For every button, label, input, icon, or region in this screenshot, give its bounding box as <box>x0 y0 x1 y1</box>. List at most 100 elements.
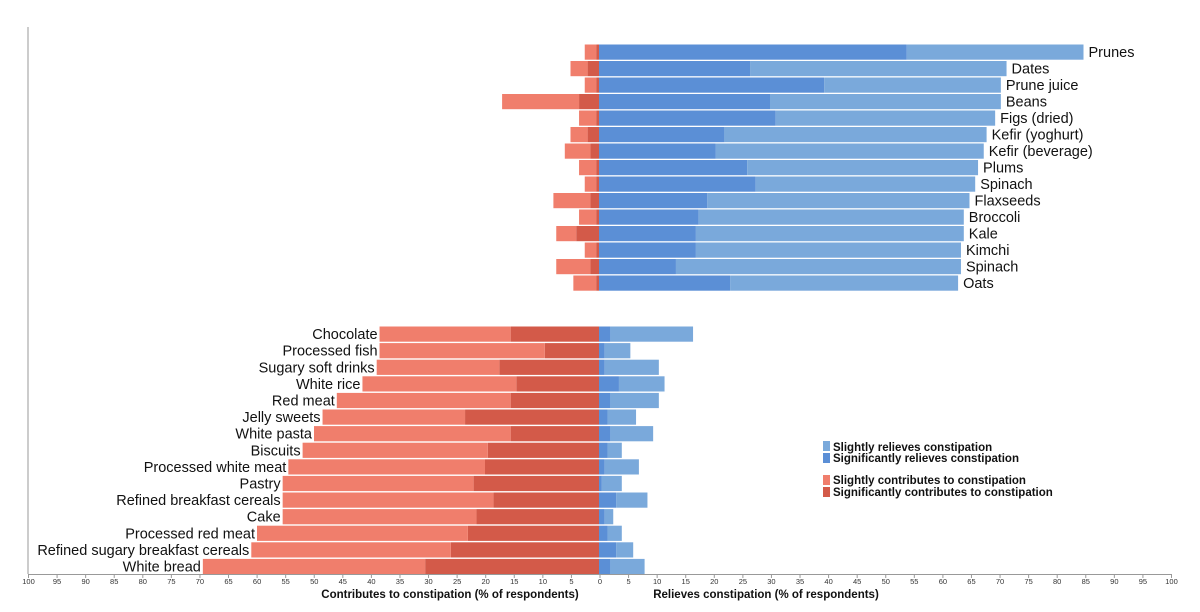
bar-slightly-contributes-kale <box>556 226 577 242</box>
category-label-flaxseeds: Flaxseeds <box>975 194 1041 210</box>
bar-significantly-relieves-oats <box>599 275 731 291</box>
bar-slightly-relieves-processed-fish <box>604 343 631 359</box>
category-label-broccoli: Broccoli <box>969 210 1021 226</box>
x-tick-label: 35 <box>396 577 404 586</box>
bar-significantly-relieves-refined-breakfast-cereals <box>599 492 617 508</box>
category-label-kale: Kale <box>969 227 998 243</box>
category-label-white-rice: White rice <box>296 377 360 393</box>
bar-slightly-relieves-oats <box>730 275 959 291</box>
bar-slightly-relieves-cake <box>604 509 614 525</box>
bar-significantly-contributes-white-pasta <box>510 426 599 442</box>
x-axis-title-left: Contributes to constipation (% of respon… <box>321 589 579 601</box>
bar-significantly-contributes-processed-white-meat <box>485 459 599 475</box>
bar-slightly-contributes-red-meat <box>336 392 511 409</box>
bar-slightly-relieves-white-pasta <box>610 426 654 442</box>
bar-significantly-relieves-white-rice <box>599 376 619 392</box>
x-tick-label: 10 <box>539 577 547 586</box>
bar-significantly-contributes-kimchi <box>596 242 599 258</box>
bar-slightly-relieves-sugary-soft-drinks <box>604 359 659 375</box>
x-tick-label: 15 <box>682 577 690 586</box>
bar-significantly-contributes-dates <box>587 61 599 77</box>
bar-slightly-contributes-pastry <box>282 475 474 492</box>
bar-significantly-contributes-white-bread <box>425 558 599 575</box>
category-label-kimchi: Kimchi <box>966 243 1010 259</box>
bar-significantly-relieves-cake <box>599 509 605 525</box>
bar-slightly-relieves-beans <box>770 94 1001 110</box>
bar-slightly-contributes-spinach <box>584 176 597 192</box>
bar-significantly-relieves-processed-white-meat <box>599 459 605 475</box>
category-label-processed-white-meat: Processed white meat <box>144 460 287 476</box>
category-label-red-meat: Red meat <box>272 394 335 410</box>
category-label-pastry: Pastry <box>240 477 282 493</box>
bar-significantly-contributes-sugary-soft-drinks <box>499 359 599 375</box>
x-tick-label: 45 <box>853 577 861 586</box>
bar-slightly-relieves-processed-white-meat <box>604 459 639 475</box>
bar-significantly-contributes-kefir-yoghurt- <box>587 127 599 143</box>
category-label-spinach: Spinach <box>966 260 1018 276</box>
bar-slightly-contributes-white-rice <box>362 376 517 392</box>
bar-significantly-relieves-processed-fish <box>599 343 605 359</box>
x-tick-label: 50 <box>310 577 318 586</box>
category-label-refined-breakfast-cereals: Refined breakfast cereals <box>116 493 280 509</box>
category-label-white-bread: White bread <box>123 560 201 576</box>
bar-slightly-contributes-beans <box>502 94 580 110</box>
bar-significantly-contributes-refined-sugary-breakfast-cereals <box>450 542 599 558</box>
bar-slightly-contributes-jelly-sweets <box>322 409 466 425</box>
x-tick-label: 30 <box>424 577 432 586</box>
bar-significantly-relieves-flaxseeds <box>599 193 708 209</box>
bar-slightly-relieves-refined-breakfast-cereals <box>616 492 648 508</box>
x-tick-label: 55 <box>910 577 918 586</box>
bar-slightly-relieves-white-bread <box>610 558 645 575</box>
bar-significantly-relieves-white-bread <box>599 558 611 575</box>
bar-slightly-relieves-spinach <box>675 259 961 275</box>
x-tick-label: 60 <box>939 577 947 586</box>
category-label-biscuits: Biscuits <box>251 443 301 459</box>
bar-significantly-relieves-broccoli <box>599 209 699 225</box>
bar-slightly-contributes-broccoli <box>579 209 597 225</box>
category-label-refined-sugary-breakfast-cereals: Refined sugary breakfast cereals <box>37 543 249 559</box>
bar-slightly-contributes-cake <box>282 509 477 525</box>
x-tick-label: 0 <box>598 577 602 586</box>
category-label-dates: Dates <box>1012 62 1050 78</box>
x-tick-label: 35 <box>796 577 804 586</box>
bar-slightly-contributes-sugary-soft-drinks <box>376 359 500 375</box>
bar-significantly-relieves-plums <box>599 160 748 176</box>
bar-slightly-contributes-dates <box>570 61 588 77</box>
bar-significantly-contributes-kale <box>576 226 599 242</box>
axes-layer <box>27 27 1172 578</box>
bar-slightly-contributes-processed-white-meat <box>288 459 485 475</box>
bar-slightly-contributes-processed-fish <box>379 343 545 359</box>
bar-slightly-relieves-dates <box>750 61 1007 77</box>
bar-significantly-relieves-chocolate <box>599 326 611 342</box>
bar-significantly-relieves-prunes <box>599 44 907 60</box>
bar-significantly-relieves-refined-sugary-breakfast-cereals <box>599 542 617 558</box>
bar-significantly-contributes-figs-dried- <box>596 110 599 126</box>
bar-slightly-relieves-processed-red-meat <box>607 525 622 541</box>
bar-slightly-contributes-kefir-yoghurt- <box>570 127 588 143</box>
bar-slightly-relieves-chocolate <box>610 326 694 342</box>
category-label-kefir-beverage-: Kefir (beverage) <box>989 144 1093 160</box>
category-label-oats: Oats <box>963 276 994 292</box>
x-tick-label: 55 <box>282 577 290 586</box>
x-tick-label: 20 <box>710 577 718 586</box>
x-tick-label: 95 <box>1139 577 1147 586</box>
bar-slightly-contributes-plums <box>579 160 597 176</box>
bar-significantly-relieves-figs-dried- <box>599 110 776 126</box>
bar-slightly-contributes-white-pasta <box>314 426 511 442</box>
x-tick-labels-layer: 100 95 90 85 80 75 70 65 60 55 50 45 40 35 30 25 20 15 10 5… <box>22 577 1178 586</box>
bar-slightly-relieves-prunes <box>906 44 1084 60</box>
bars-layer <box>202 44 1084 575</box>
bar-significantly-relieves-spinach <box>599 259 676 275</box>
bar-slightly-relieves-spinach <box>755 176 976 192</box>
bar-significantly-contributes-pastry <box>473 475 599 492</box>
bar-significantly-relieves-kefir-yoghurt- <box>599 127 725 143</box>
legend-swatch-significantly-contributes <box>823 487 830 497</box>
bar-slightly-relieves-refined-sugary-breakfast-cereals <box>616 542 634 558</box>
category-label-jelly-sweets: Jelly sweets <box>242 410 320 426</box>
bar-significantly-contributes-plums <box>596 160 599 176</box>
bar-significantly-relieves-dates <box>599 61 751 77</box>
bar-significantly-contributes-oats <box>596 275 599 291</box>
x-tick-label: 65 <box>967 577 975 586</box>
bar-significantly-contributes-processed-red-meat <box>467 525 599 541</box>
category-label-prunes: Prunes <box>1089 45 1135 61</box>
